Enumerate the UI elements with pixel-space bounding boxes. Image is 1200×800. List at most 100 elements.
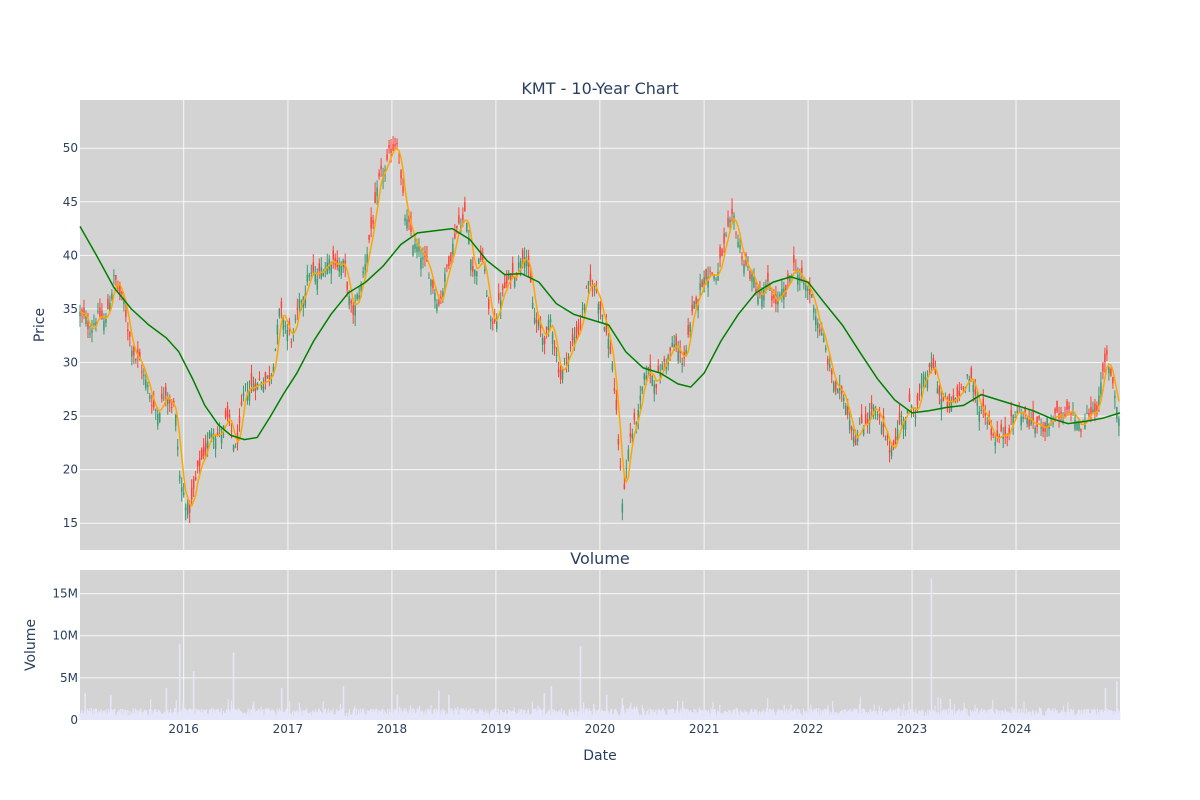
candle-body xyxy=(147,385,149,387)
candle-body xyxy=(430,279,432,287)
volume-bar xyxy=(134,708,136,720)
candle-body xyxy=(478,258,480,264)
candle-body xyxy=(464,202,466,212)
candle-body xyxy=(123,301,125,305)
candle-body xyxy=(625,468,628,470)
candle-body xyxy=(495,318,498,329)
volume-bar xyxy=(383,709,385,720)
candle-body xyxy=(521,250,524,260)
candle-body xyxy=(653,384,656,394)
candle-body xyxy=(619,466,622,468)
volume-bar xyxy=(850,711,852,720)
candle-body xyxy=(611,363,614,370)
candle-body xyxy=(918,393,921,396)
volume-bar xyxy=(673,708,675,720)
candle-body xyxy=(639,395,642,401)
candle-body xyxy=(713,275,715,280)
volume-bar xyxy=(97,710,99,720)
candle-body xyxy=(1030,417,1032,425)
candle-body xyxy=(79,311,81,317)
candle-body xyxy=(372,219,374,224)
volume-bar xyxy=(707,709,709,720)
candle-body xyxy=(916,394,919,406)
candle-body xyxy=(703,277,705,289)
candle-body xyxy=(442,291,444,297)
volume-bar xyxy=(964,708,966,720)
volume-bar xyxy=(728,709,730,720)
candle-body xyxy=(960,386,963,389)
volume-bar xyxy=(719,705,721,720)
candle-body xyxy=(322,272,325,276)
candle-body xyxy=(727,218,729,227)
volume-bar xyxy=(1023,701,1025,720)
candle-body xyxy=(828,364,831,368)
candle-body xyxy=(807,288,809,291)
candle-body xyxy=(575,327,578,338)
candle-body xyxy=(537,322,540,327)
candle-body xyxy=(1020,416,1022,426)
candle-body xyxy=(1002,436,1004,439)
candle-body xyxy=(1000,424,1002,432)
candle-body xyxy=(1066,400,1068,410)
volume-bar xyxy=(502,712,504,720)
volume-bar xyxy=(790,704,792,720)
volume-bar xyxy=(93,708,95,720)
candle-body xyxy=(826,358,829,365)
price-y-axis-title: Price xyxy=(32,308,48,342)
volume-bar xyxy=(908,701,910,720)
candle-body xyxy=(1108,367,1110,374)
candle-body xyxy=(284,325,287,327)
volume-bar xyxy=(271,709,273,720)
volume-bar xyxy=(590,710,592,720)
candle-body xyxy=(717,271,719,281)
candle-body xyxy=(1006,436,1008,438)
candle-body xyxy=(418,245,420,252)
candle-body xyxy=(836,389,839,394)
volume-bar xyxy=(136,709,138,720)
candle-body xyxy=(563,358,566,360)
volume-spike-bar xyxy=(280,687,283,720)
candle-body xyxy=(894,436,897,444)
candle-body xyxy=(1110,369,1112,376)
candle-body xyxy=(117,287,119,289)
candle-body xyxy=(529,275,532,283)
volume-bar xyxy=(610,708,613,720)
candle-body xyxy=(1076,423,1078,431)
candle-body xyxy=(490,318,492,322)
volume-bar xyxy=(873,704,875,720)
volume-bar xyxy=(818,707,820,720)
candle-body xyxy=(603,327,606,331)
candle-body xyxy=(380,165,382,169)
volume-bar xyxy=(152,710,154,720)
volume-bar xyxy=(1063,711,1066,720)
volume-bar xyxy=(148,709,151,720)
candle-body xyxy=(781,289,783,297)
candle-body xyxy=(729,219,731,223)
volume-bar xyxy=(205,709,208,720)
candle-body xyxy=(523,257,526,268)
volume-spike-bar xyxy=(621,698,624,720)
candle-body xyxy=(805,285,807,291)
candle-body xyxy=(507,273,510,279)
volume-bar xyxy=(1012,711,1014,720)
candle-body xyxy=(962,388,965,390)
candle-body xyxy=(360,284,362,291)
candle-body xyxy=(795,269,797,271)
candle-body xyxy=(848,420,851,430)
candle-body xyxy=(811,293,813,298)
candle-body xyxy=(535,319,538,323)
candle-body xyxy=(358,295,360,299)
volume-bar xyxy=(616,711,618,720)
candle-body xyxy=(946,402,949,407)
volume-bar xyxy=(387,708,389,720)
volume-bar xyxy=(248,708,250,720)
x-tick-label: 2017 xyxy=(273,722,304,736)
candle-body xyxy=(1028,419,1030,427)
candle-body xyxy=(1112,377,1114,384)
candle-body xyxy=(707,276,709,288)
volume-bar xyxy=(497,708,499,720)
volume-spike-bar xyxy=(178,644,181,720)
candle-body xyxy=(547,320,550,330)
candle-body xyxy=(950,400,953,412)
